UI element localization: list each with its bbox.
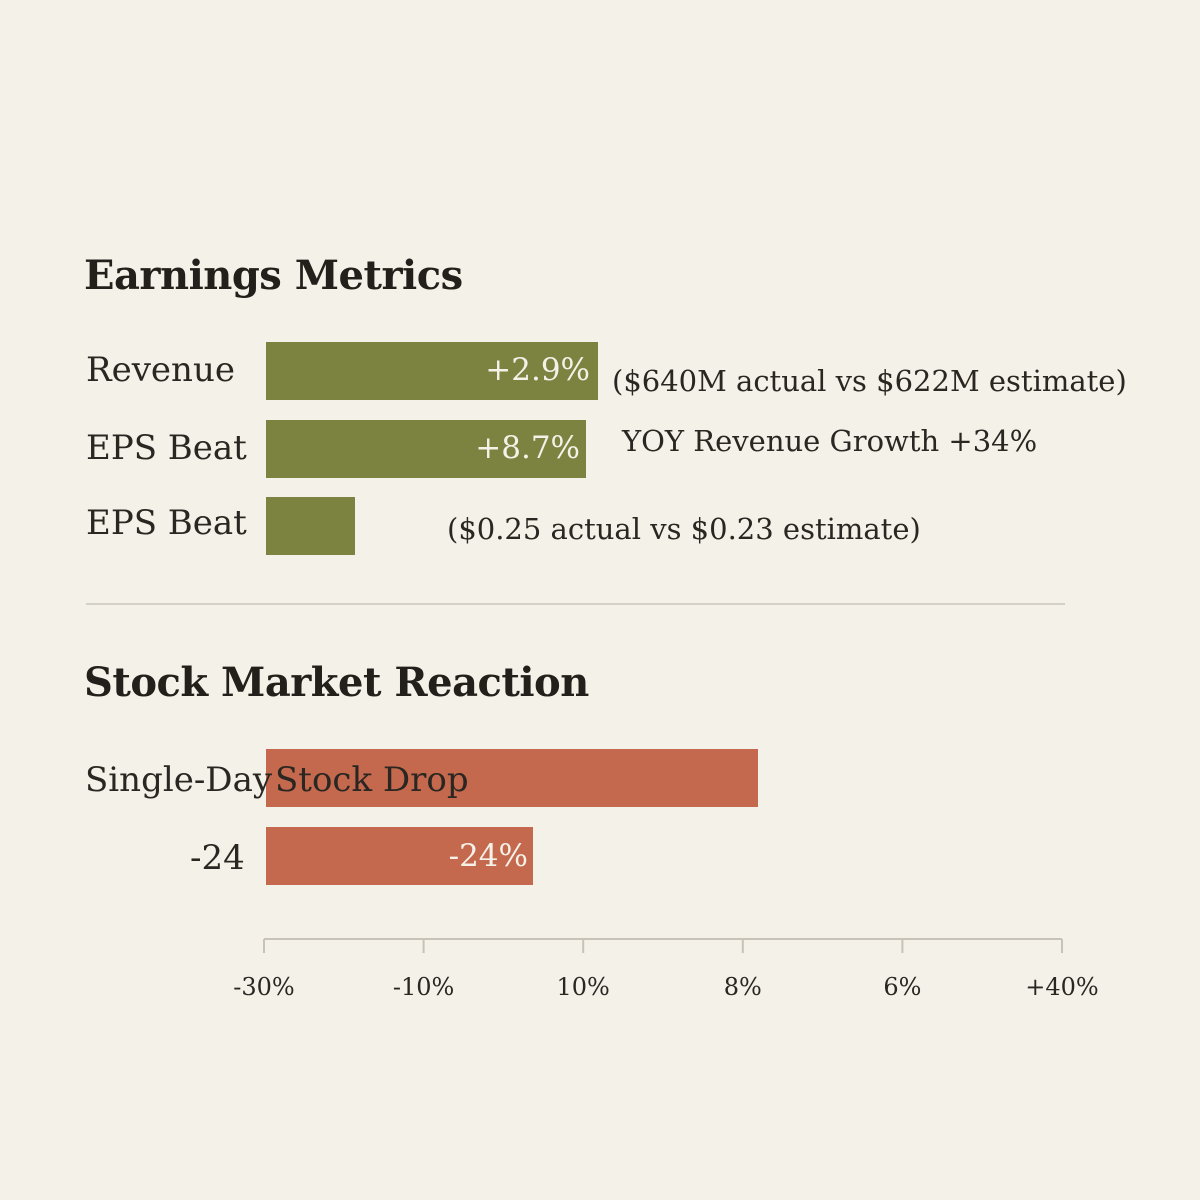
stock-drop-bar — [266, 749, 758, 807]
eps-beat-row-label: EPS Beat — [86, 428, 247, 468]
x-axis-tick-label: +40% — [1025, 973, 1098, 1001]
minus-24-value-label: -24% — [448, 838, 528, 874]
x-axis-tick-label: 10% — [557, 973, 610, 1001]
eps-beat-row-label-2: EPS Beat — [86, 503, 247, 543]
x-axis-group: -30% -10% 10% 8% 6% +40% — [233, 938, 1099, 1001]
x-axis-tick-label: 6% — [883, 973, 921, 1001]
revenue-bar — [266, 342, 598, 400]
minus-24-row-label: -24 — [190, 838, 245, 878]
yoy-revenue-growth-note: YOY Revenue Growth +34% — [622, 424, 1038, 458]
single-day-row-label: Single-Day — [85, 760, 273, 800]
minus-24-bar — [266, 827, 533, 885]
revenue-note: ($640M actual vs $622M estimate) — [612, 364, 1127, 398]
stock-market-reaction-title: Stock Market Reaction — [84, 659, 589, 706]
earnings-metrics-title: Earnings Metrics — [84, 252, 463, 299]
eps-beat-note: ($0.25 actual vs $0.23 estimate) — [447, 512, 921, 546]
stock-drop-inner-label: Stock Drop — [275, 760, 469, 800]
x-axis-tick-label: 8% — [724, 973, 762, 1001]
revenue-value-label: +2.9% — [485, 352, 590, 388]
eps-beat-value-label: +8.7% — [475, 430, 580, 466]
x-axis-tick-label: -10% — [393, 973, 454, 1001]
section-divider — [86, 603, 1065, 605]
eps-beat-bar-2 — [266, 497, 355, 555]
revenue-row-label: Revenue — [86, 350, 235, 390]
eps-beat-bar — [266, 420, 586, 478]
x-axis-tick-label: -30% — [233, 973, 294, 1001]
